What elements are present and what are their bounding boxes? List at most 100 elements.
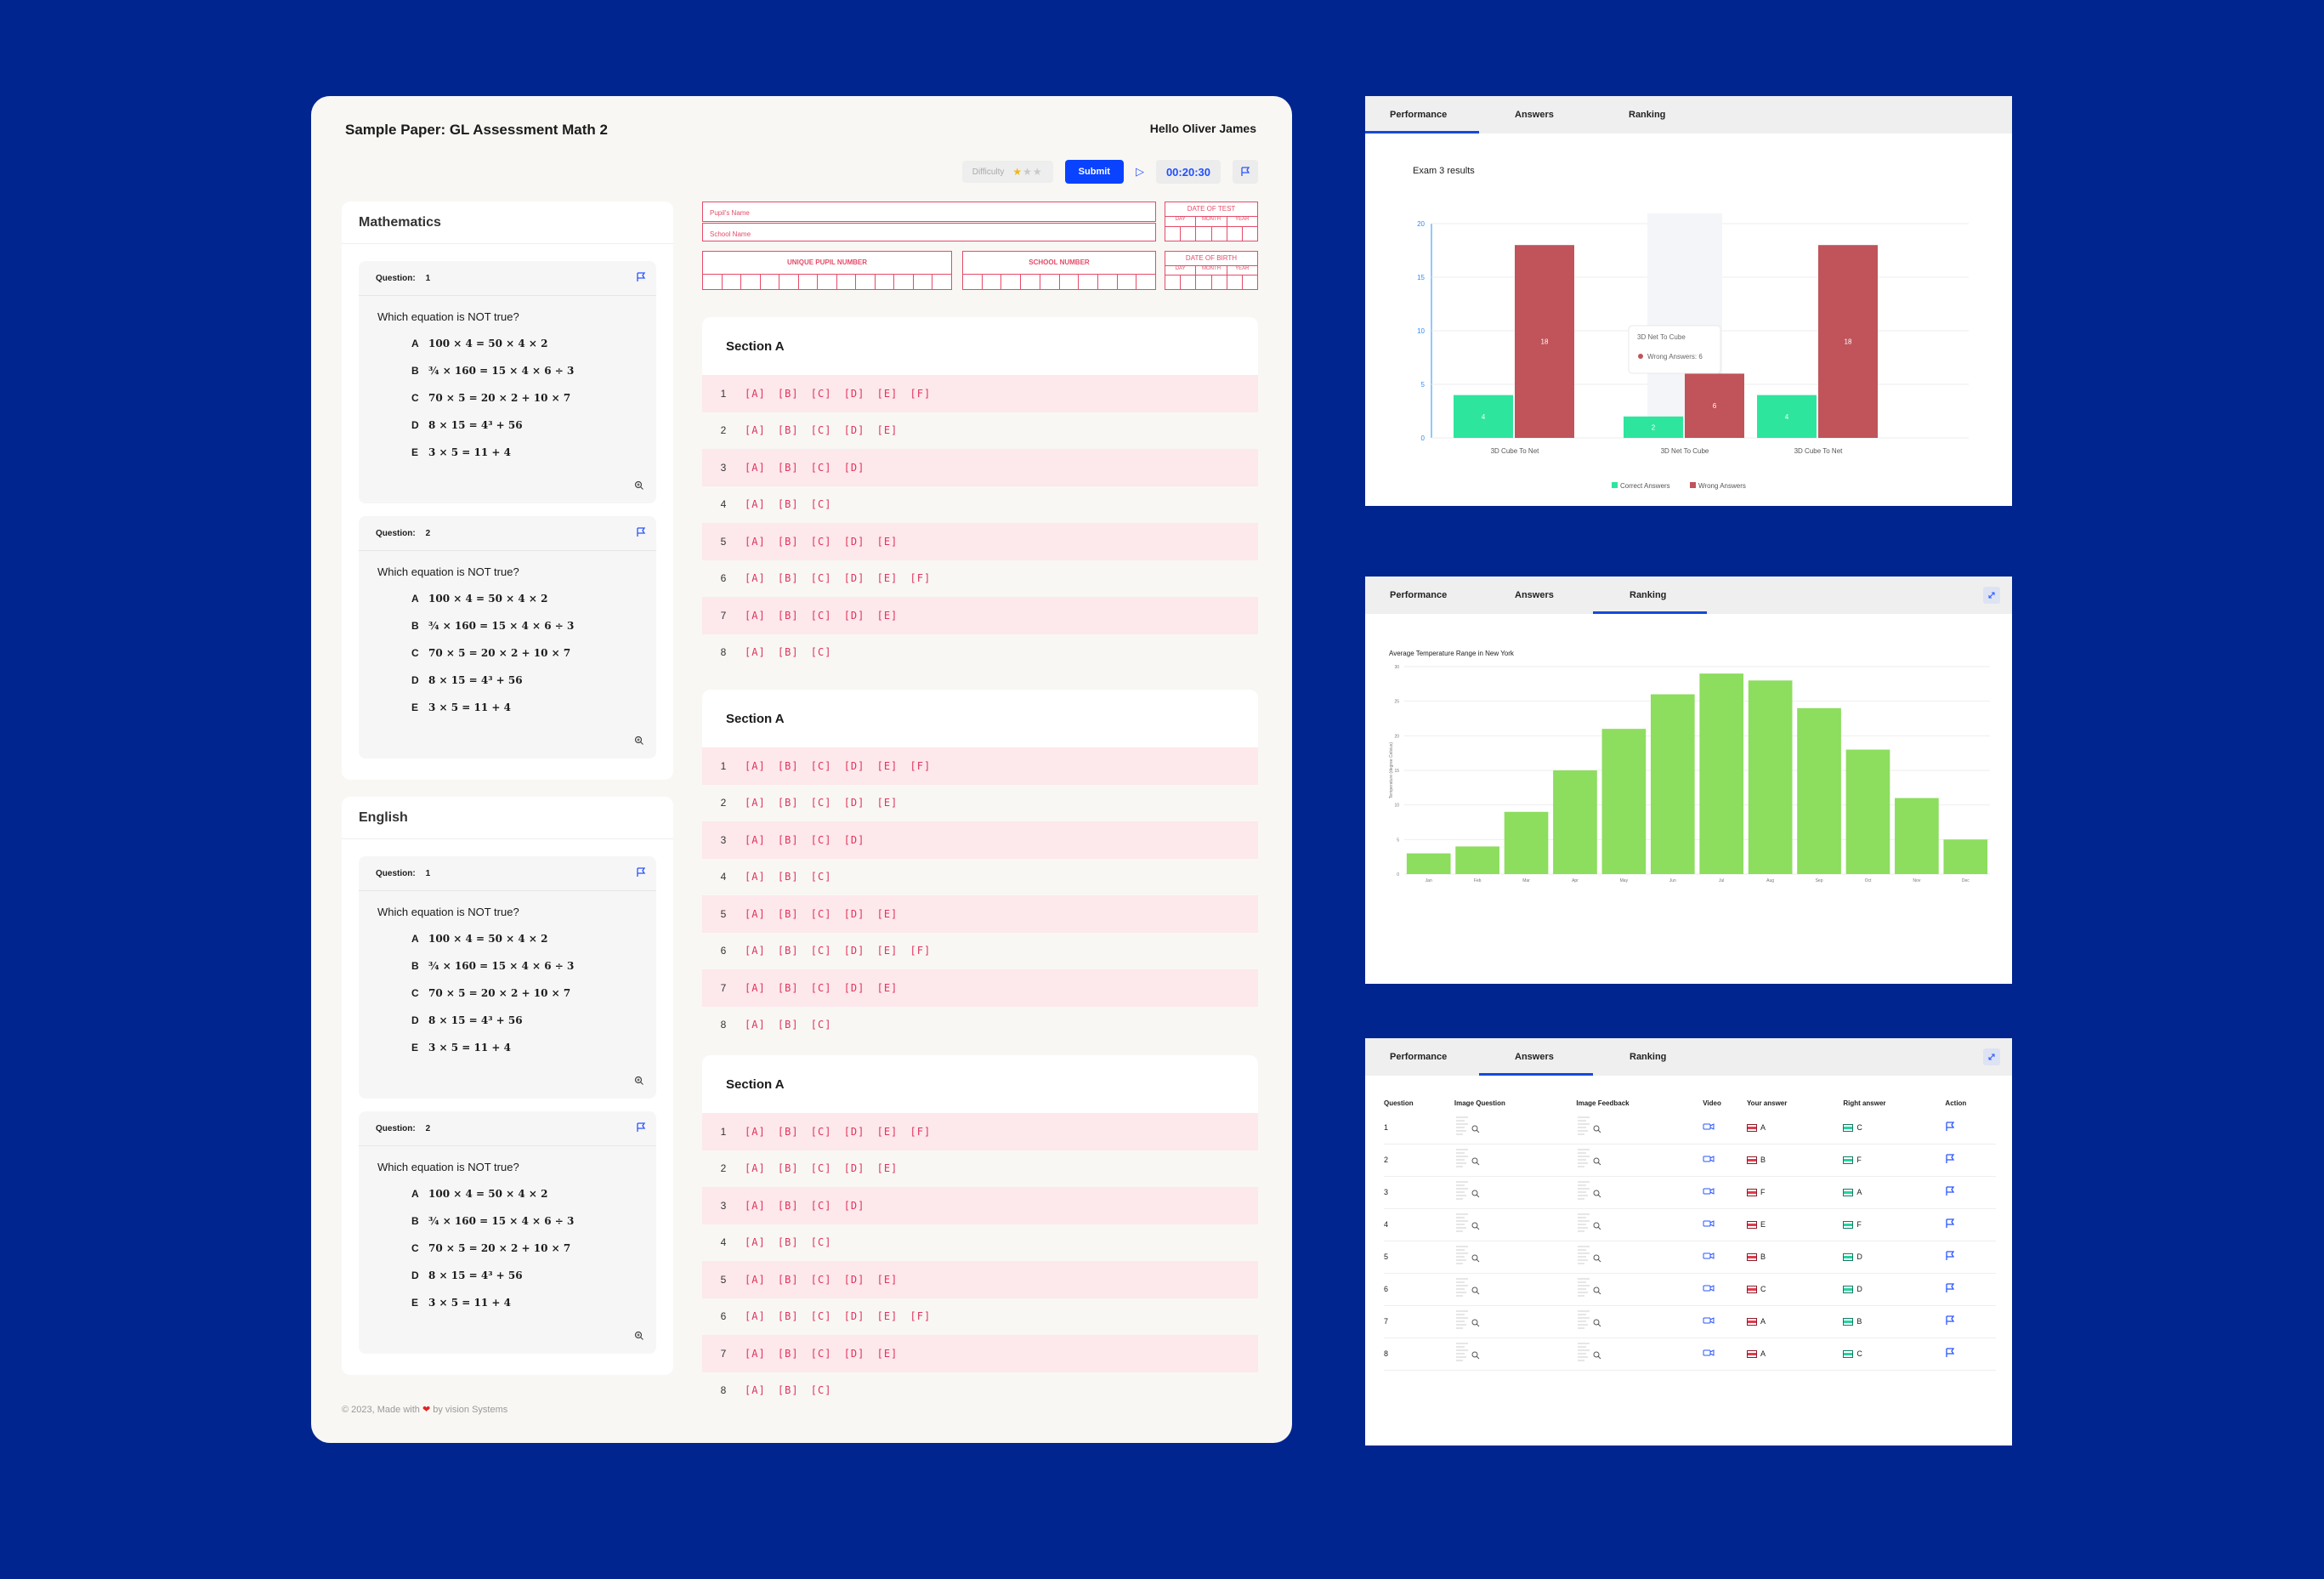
answer-option[interactable]: A 100 × 4 = 50 × 4 × 2 [411, 338, 547, 349]
date-of-birth-box[interactable]: DATE OF BIRTH DAY MONTH YEAR [1165, 251, 1258, 290]
answer-choices[interactable]: [A] [B] [C] [D] [E] [745, 907, 898, 920]
answer-choices[interactable]: [A] [B] [C] [745, 871, 832, 883]
school-number-box[interactable]: SCHOOL NUMBER [962, 251, 1156, 290]
answer-choices[interactable]: [A] [B] [C] [D] [745, 461, 865, 474]
answer-option[interactable]: A 100 × 4 = 50 × 4 × 2 [411, 1188, 547, 1200]
zoom-icon[interactable] [634, 1075, 644, 1090]
video-icon[interactable] [1703, 1252, 1715, 1262]
answer-choices[interactable]: [A] [B] [C] [D] [E] [745, 424, 898, 437]
image-feedback-thumbnail[interactable] [1576, 1276, 1605, 1302]
answer-choices[interactable]: [A] [B] [C] [D] [E] [745, 609, 898, 622]
flag-icon[interactable] [1945, 1251, 1955, 1263]
answer-choices[interactable]: [A] [B] [C] [D] [E] [F] [745, 572, 932, 585]
tab-performance[interactable]: Performance [1390, 590, 1448, 600]
video-icon[interactable] [1703, 1285, 1715, 1294]
expand-button[interactable] [1983, 1048, 2000, 1065]
answer-choices[interactable]: [A] [B] [C] [D] [E] [F] [745, 759, 932, 772]
tab-ranking[interactable]: Ranking [1630, 590, 1667, 600]
answer-option[interactable]: E 3 × 5 = 11 + 4 [411, 1297, 511, 1309]
answer-choices[interactable]: [A] [B] [C] [745, 1019, 832, 1031]
answer-option[interactable]: D 8 × 15 = 4³ + 56 [411, 674, 523, 686]
image-feedback-thumbnail[interactable] [1576, 1115, 1605, 1140]
flag-icon[interactable] [636, 526, 646, 542]
answer-choices[interactable]: [A] [B] [C] [D] [745, 1199, 865, 1212]
flag-icon[interactable] [1945, 1154, 1955, 1166]
flag-icon[interactable] [1945, 1122, 1955, 1133]
image-question-thumbnail[interactable] [1454, 1276, 1483, 1302]
image-question-thumbnail[interactable] [1454, 1244, 1483, 1269]
answer-choices[interactable]: [A] [B] [C] [D] [E] [F] [745, 387, 932, 400]
image-question-thumbnail[interactable] [1454, 1115, 1483, 1140]
answer-option[interactable]: C 70 × 5 = 20 × 2 + 10 × 7 [411, 1242, 570, 1254]
answer-option[interactable]: C 70 × 5 = 20 × 2 + 10 × 7 [411, 987, 570, 999]
answer-choices[interactable]: [A] [B] [C] [D] [E] [745, 1347, 898, 1360]
image-question-thumbnail[interactable] [1454, 1309, 1483, 1334]
answer-option[interactable]: B ¾ × 160 = 15 × 4 × 6 ÷ 3 [411, 1215, 574, 1227]
tab-performance[interactable]: Performance [1390, 110, 1448, 120]
image-feedback-thumbnail[interactable] [1576, 1147, 1605, 1173]
answer-option[interactable]: C 70 × 5 = 20 × 2 + 10 × 7 [411, 647, 570, 659]
flag-icon[interactable] [636, 1122, 646, 1137]
answer-option[interactable]: B ¾ × 160 = 15 × 4 × 6 ÷ 3 [411, 960, 574, 972]
answer-option[interactable]: B ¾ × 160 = 15 × 4 × 6 ÷ 3 [411, 365, 574, 377]
zoom-icon[interactable] [634, 735, 644, 750]
image-question-thumbnail[interactable] [1454, 1212, 1483, 1237]
zoom-icon[interactable] [634, 480, 644, 495]
flag-icon[interactable] [1945, 1348, 1955, 1360]
expand-button[interactable] [1983, 587, 2000, 604]
tab-answers[interactable]: Answers [1515, 110, 1554, 120]
image-question-thumbnail[interactable] [1454, 1147, 1483, 1173]
flag-icon[interactable] [1945, 1186, 1955, 1198]
answer-choices[interactable]: [A] [B] [C] [D] [E] [F] [745, 945, 932, 957]
school-name-field[interactable]: School Name [702, 223, 1156, 241]
tab-answers[interactable]: Answers [1515, 1052, 1554, 1062]
tab-ranking[interactable]: Ranking [1630, 1052, 1667, 1062]
answer-choices[interactable]: [A] [B] [C] [D] [E] [745, 797, 898, 809]
flag-icon[interactable] [1945, 1283, 1955, 1295]
answer-choices[interactable]: [A] [B] [C] [745, 646, 832, 659]
answer-option[interactable]: C 70 × 5 = 20 × 2 + 10 × 7 [411, 392, 570, 404]
answer-option[interactable]: A 100 × 4 = 50 × 4 × 2 [411, 593, 547, 605]
answer-choices[interactable]: [A] [B] [C] [745, 1236, 832, 1249]
answer-choices[interactable]: [A] [B] [C] [745, 498, 832, 511]
answer-choices[interactable]: [A] [B] [C] [D] [E] [F] [745, 1125, 932, 1138]
image-feedback-thumbnail[interactable] [1576, 1179, 1605, 1205]
image-feedback-thumbnail[interactable] [1576, 1244, 1605, 1269]
image-feedback-thumbnail[interactable] [1576, 1212, 1605, 1237]
video-icon[interactable] [1703, 1349, 1715, 1359]
pupil-name-field[interactable]: Pupil's Name [702, 202, 1156, 222]
video-icon[interactable] [1703, 1317, 1715, 1326]
answer-option[interactable]: B ¾ × 160 = 15 × 4 × 6 ÷ 3 [411, 620, 574, 632]
image-question-thumbnail[interactable] [1454, 1341, 1483, 1366]
zoom-icon[interactable] [634, 1330, 644, 1345]
answer-option[interactable]: E 3 × 5 = 11 + 4 [411, 446, 511, 458]
flag-icon[interactable] [636, 271, 646, 287]
image-question-thumbnail[interactable] [1454, 1179, 1483, 1205]
image-feedback-thumbnail[interactable] [1576, 1309, 1605, 1334]
flag-button[interactable] [1233, 160, 1258, 184]
answer-choices[interactable]: [A] [B] [C] [745, 1384, 832, 1397]
flag-icon[interactable] [1945, 1218, 1955, 1230]
flag-icon[interactable] [636, 866, 646, 882]
tab-performance[interactable]: Performance [1390, 1052, 1448, 1062]
video-icon[interactable] [1703, 1122, 1715, 1133]
video-icon[interactable] [1703, 1220, 1715, 1230]
answer-option[interactable]: D 8 × 15 = 4³ + 56 [411, 419, 523, 431]
answer-option[interactable]: E 3 × 5 = 11 + 4 [411, 701, 511, 713]
answer-choices[interactable]: [A] [B] [C] [D] [E] [745, 1273, 898, 1286]
answer-option[interactable]: D 8 × 15 = 4³ + 56 [411, 1269, 523, 1281]
unique-pupil-number-box[interactable]: UNIQUE PUPIL NUMBER [702, 251, 952, 290]
answer-option[interactable]: D 8 × 15 = 4³ + 56 [411, 1014, 523, 1026]
answer-choices[interactable]: [A] [B] [C] [D] [E] [F] [745, 1310, 932, 1323]
tab-answers[interactable]: Answers [1515, 590, 1554, 600]
image-feedback-thumbnail[interactable] [1576, 1341, 1605, 1366]
video-icon[interactable] [1703, 1156, 1715, 1165]
video-icon[interactable] [1703, 1188, 1715, 1197]
answer-choices[interactable]: [A] [B] [C] [D] [E] [745, 981, 898, 994]
answer-choices[interactable]: [A] [B] [C] [D] [E] [745, 1162, 898, 1175]
answer-option[interactable]: A 100 × 4 = 50 × 4 × 2 [411, 933, 547, 945]
answer-choices[interactable]: [A] [B] [C] [D] [745, 833, 865, 846]
answer-choices[interactable]: [A] [B] [C] [D] [E] [745, 535, 898, 548]
answer-option[interactable]: E 3 × 5 = 11 + 4 [411, 1042, 511, 1054]
tab-ranking[interactable]: Ranking [1629, 110, 1666, 120]
